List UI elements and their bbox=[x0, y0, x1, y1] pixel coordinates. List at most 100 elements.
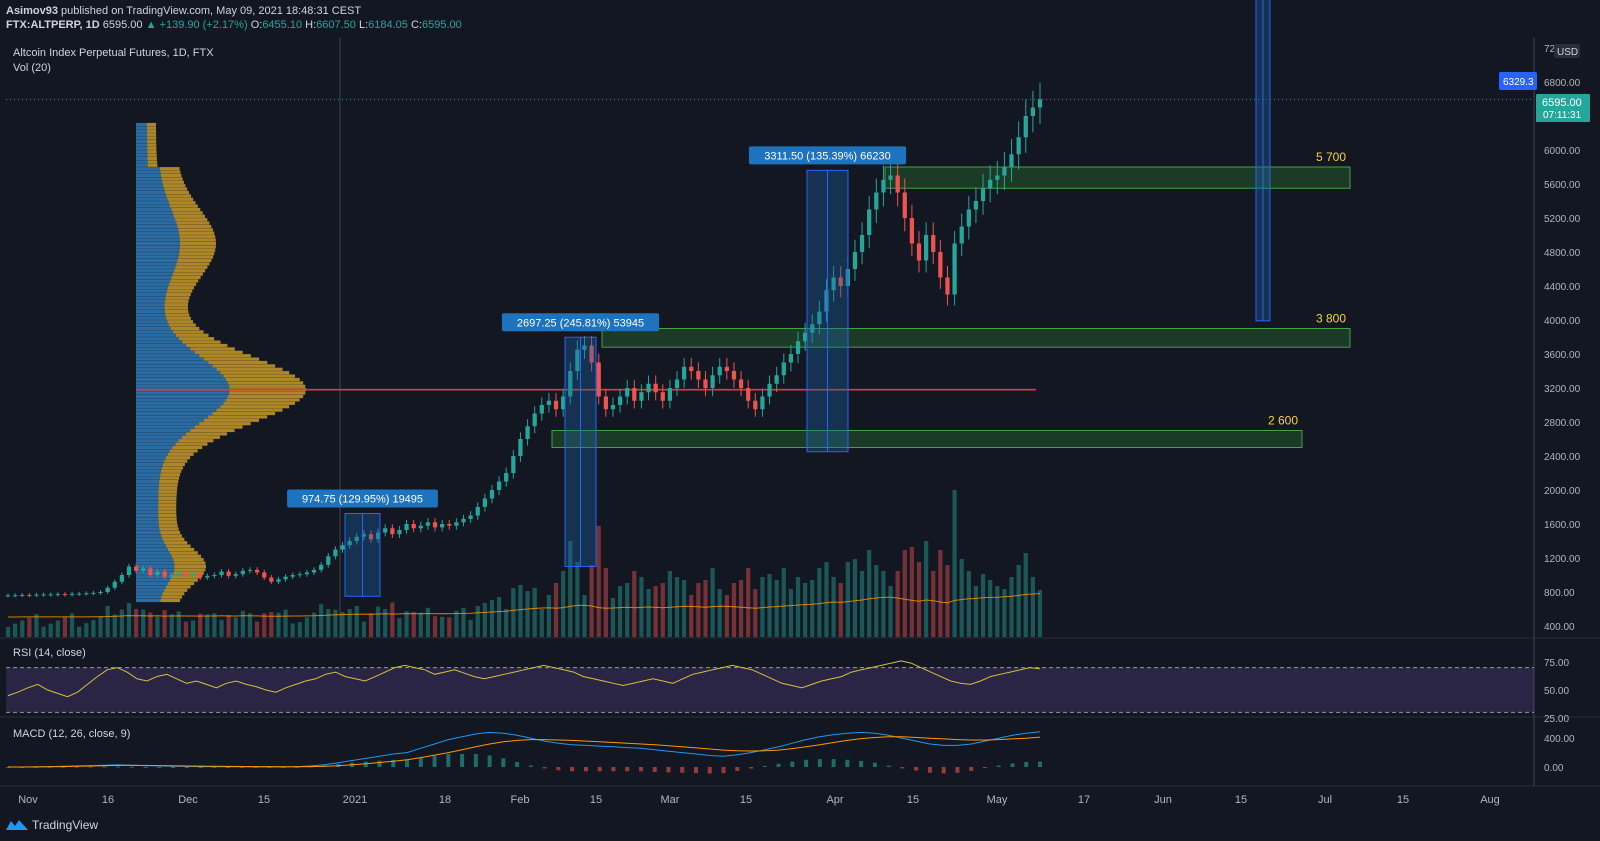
volume-profile-bar bbox=[136, 160, 148, 164]
volume-profile-bar bbox=[158, 483, 178, 487]
support-zone[interactable] bbox=[601, 328, 1351, 348]
volume-profile-bar bbox=[171, 275, 201, 280]
volume-bar bbox=[219, 619, 224, 637]
candle-body bbox=[326, 556, 331, 565]
volume-profile-bar bbox=[136, 486, 159, 490]
volume-profile-bar bbox=[136, 231, 180, 235]
volume-profile-bar bbox=[136, 190, 166, 195]
footer-brand[interactable]: TradingView bbox=[32, 818, 99, 832]
volume-bar bbox=[27, 617, 32, 637]
macd-histogram-bar bbox=[501, 758, 506, 767]
candle-body bbox=[482, 498, 487, 507]
ohlc-low-label: L: bbox=[358, 19, 369, 31]
volume-profile-bar bbox=[136, 292, 167, 297]
price-tick-label: 6000.00 bbox=[1544, 146, 1581, 157]
candle-body bbox=[717, 366, 722, 376]
candle-body bbox=[41, 594, 46, 596]
candle-body bbox=[254, 569, 260, 573]
alert-price-tag[interactable]: 6329.3 bbox=[1499, 72, 1537, 90]
support-zone[interactable] bbox=[884, 166, 1351, 189]
volume-bar bbox=[1037, 589, 1043, 637]
macd-label: MACD (12, 26, close, 9) bbox=[13, 728, 130, 740]
candle-body bbox=[169, 575, 174, 577]
volume-profile-bar bbox=[147, 126, 157, 130]
volume-profile-bar bbox=[147, 136, 157, 140]
volume-bar bbox=[468, 619, 473, 637]
volume-profile-bar bbox=[136, 364, 213, 368]
volume-bar bbox=[411, 612, 416, 637]
time-tick-label: 2021 bbox=[343, 794, 367, 806]
volume-profile-bar bbox=[158, 486, 178, 490]
volume-profile-bar bbox=[167, 320, 194, 324]
candle-body bbox=[155, 571, 160, 575]
author-name[interactable]: Asimov93 bbox=[6, 5, 58, 17]
countdown-text: 07:11:31 bbox=[1543, 110, 1582, 121]
volume-profile-bar bbox=[174, 269, 206, 273]
volume-profile-bar bbox=[136, 371, 221, 375]
volume-profile-bar bbox=[147, 160, 158, 164]
candle-body bbox=[966, 209, 971, 227]
price-tick-label: 1200.00 bbox=[1544, 554, 1581, 565]
volume-profile-bar bbox=[136, 180, 163, 184]
volume-bar bbox=[696, 583, 701, 637]
volume-profile-bar bbox=[136, 507, 159, 511]
volume-bar bbox=[945, 565, 950, 637]
candle-body bbox=[810, 324, 815, 333]
volume-bar bbox=[190, 620, 196, 637]
volume-profile-bar bbox=[136, 541, 165, 545]
volume-profile-bar bbox=[160, 469, 182, 473]
volume-bar bbox=[247, 613, 253, 637]
signal-line bbox=[8, 736, 1041, 768]
volume-bar bbox=[254, 621, 260, 637]
volume-profile-bar bbox=[161, 177, 183, 181]
candle-body bbox=[596, 362, 601, 397]
volume-bar bbox=[532, 588, 537, 637]
volume-bar bbox=[62, 617, 68, 637]
volume-profile-bar bbox=[136, 343, 187, 348]
volume-profile-bar bbox=[178, 439, 214, 443]
macd-histogram-bar bbox=[721, 767, 726, 774]
candle-body bbox=[667, 388, 673, 401]
volume-profile-bar bbox=[169, 282, 197, 286]
ohlc-open: 6455.10 bbox=[262, 19, 303, 31]
candle-body bbox=[1023, 116, 1028, 138]
volume-profile-bar bbox=[220, 371, 290, 375]
volume-profile-bar bbox=[164, 303, 188, 307]
volume-bar bbox=[582, 595, 587, 637]
ohlc-open-label: O: bbox=[250, 19, 263, 31]
volume-profile-bar bbox=[169, 578, 198, 582]
candle-body bbox=[738, 379, 744, 388]
candle-body bbox=[753, 400, 758, 410]
volume-profile-bar bbox=[136, 510, 159, 514]
macd-histogram-bar bbox=[542, 767, 547, 769]
volume-profile-bar bbox=[136, 129, 148, 133]
volume-profile-bar bbox=[186, 343, 228, 348]
volume-bar bbox=[632, 571, 637, 637]
volume-profile-bar bbox=[223, 374, 295, 378]
ohlc-high-label: H: bbox=[305, 19, 317, 31]
volume-profile-bar bbox=[136, 211, 173, 215]
volume-profile-bar bbox=[160, 598, 181, 603]
volume-bar bbox=[141, 609, 146, 637]
support-zone[interactable] bbox=[551, 430, 1303, 448]
volume-profile-bar bbox=[136, 428, 191, 433]
volume-bar bbox=[155, 616, 160, 637]
volume-profile-bar bbox=[172, 272, 203, 276]
volume-profile-bar bbox=[164, 459, 188, 463]
currency-badge[interactable]: USD bbox=[1554, 44, 1580, 58]
measure-label-bg bbox=[287, 489, 438, 508]
volume-profile-bar bbox=[174, 561, 206, 565]
volume-profile-bar bbox=[175, 265, 208, 269]
candle-body bbox=[959, 226, 964, 244]
candle-body bbox=[760, 396, 765, 410]
candle-body bbox=[852, 252, 858, 269]
symbol-label[interactable]: FTX:ALTPERP, 1D bbox=[6, 19, 100, 31]
macd-histogram-bar bbox=[528, 765, 533, 767]
candle-body bbox=[269, 577, 274, 582]
volume-profile-bar bbox=[158, 517, 177, 521]
candle-body bbox=[945, 277, 950, 295]
volume-ma-line bbox=[8, 593, 1041, 618]
volume-bar bbox=[710, 568, 715, 637]
volume-bar bbox=[12, 623, 18, 637]
